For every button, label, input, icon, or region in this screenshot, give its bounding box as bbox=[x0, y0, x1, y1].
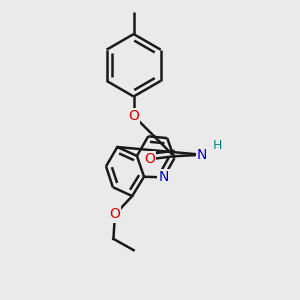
Text: N: N bbox=[197, 148, 208, 162]
Text: N: N bbox=[158, 170, 169, 184]
Text: O: O bbox=[110, 208, 120, 221]
Text: O: O bbox=[128, 109, 139, 123]
Text: O: O bbox=[144, 152, 155, 166]
Text: H: H bbox=[212, 139, 222, 152]
